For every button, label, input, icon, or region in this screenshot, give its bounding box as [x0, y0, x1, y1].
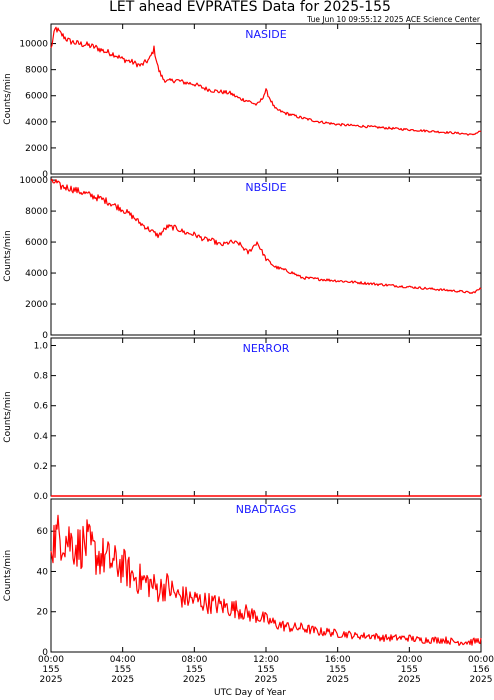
y-tick-label: 0	[42, 331, 48, 341]
y-tick-label: 4000	[25, 269, 48, 279]
y-tick-label: 1.0	[34, 342, 49, 352]
y-tick-label: 0.0	[34, 492, 49, 502]
y-tick-label: 20	[37, 608, 49, 618]
x-tick-label: 155	[329, 665, 346, 675]
x-tick-label: 155	[257, 665, 274, 675]
x-tick-label: 2025	[470, 675, 493, 685]
y-tick-label: 6000	[25, 238, 48, 248]
x-tick-label: 155	[114, 665, 131, 675]
y-tick-label: 0.2	[34, 462, 48, 472]
x-tick-label: 2025	[40, 675, 63, 685]
x-tick-label: 00:00	[468, 655, 494, 665]
y-tick-label: 8000	[25, 66, 48, 76]
y-tick-label: 2000	[25, 144, 48, 154]
y-tick-label: 0.4	[34, 432, 49, 442]
chart-title: LET ahead EVPRATES Data for 2025-155	[109, 0, 391, 15]
timestamp: Tue Jun 10 09:55:12 2025 ACE Science Cen…	[306, 15, 481, 24]
panels: 0 2000 4000 6000 8000 10000 Counts/min NASIDE 0 2…	[3, 23, 482, 658]
x-tick-label: 20:00	[396, 655, 422, 665]
x-tick-label: 04:00	[110, 655, 136, 665]
plot-frame	[50, 498, 482, 653]
panel-nbadtags: 0 20 40 60 Counts/min NBADTAGS	[3, 498, 482, 658]
y-tick-label: 6000	[25, 92, 48, 102]
x-tick-label: 156	[472, 665, 489, 675]
x-tick-label: 155	[186, 665, 203, 675]
series-label: NASIDE	[245, 28, 286, 41]
y-tick-label: 8000	[25, 207, 48, 217]
y-axis-label: Counts/min	[3, 550, 13, 601]
plot-frame	[50, 23, 482, 175]
x-tick-label: 155	[401, 665, 418, 675]
y-axis-label: Counts/min	[3, 230, 13, 281]
plot-frame	[50, 337, 482, 497]
y-tick-label: 0	[42, 648, 48, 658]
x-tick-label: 2025	[398, 675, 421, 685]
x-tick-label: 00:00	[38, 655, 64, 665]
series-label: NBSIDE	[245, 181, 286, 194]
x-tick-label: 155	[42, 665, 59, 675]
series-label: NERROR	[243, 342, 290, 355]
y-axis-label: Counts/min	[3, 73, 13, 124]
x-tick-label: 08:00	[181, 655, 207, 665]
series-line-naside	[50, 26, 482, 136]
x-tick-label: 2025	[183, 675, 206, 685]
series-label: NBADTAGS	[236, 503, 296, 516]
series-line-nbadtags	[50, 514, 482, 647]
x-tick-label: 12:00	[253, 655, 279, 665]
x-tick-label: 16:00	[325, 655, 351, 665]
x-tick-label: 2025	[111, 675, 134, 685]
x-tick-label: 2025	[255, 675, 278, 685]
y-axis-label: Counts/min	[3, 391, 13, 442]
y-tick-label: 10000	[19, 176, 48, 186]
plot-frame	[50, 176, 482, 336]
x-axis: 00:00155202504:00155202508:00155202512:0…	[38, 655, 494, 685]
panel-nbside: 0 2000 4000 6000 8000 10000 Counts/min NBSIDE	[3, 176, 482, 341]
y-tick-label: 40	[37, 567, 49, 577]
y-tick-label: 0.8	[34, 372, 49, 382]
y-tick-label: 0.6	[34, 402, 49, 412]
y-tick-label: 2000	[25, 300, 48, 310]
series-line-nbside	[50, 178, 482, 294]
y-tick-label: 60	[37, 527, 49, 537]
panel-nerror: 0.0 0.2 0.4 0.6 0.8 1.0 Counts/min NERROR	[3, 337, 482, 502]
x-tick-label: 2025	[326, 675, 349, 685]
y-tick-label: 10000	[19, 40, 48, 50]
x-axis-label: UTC Day of Year	[214, 688, 286, 698]
y-tick-label: 4000	[25, 118, 48, 128]
panel-naside: 0 2000 4000 6000 8000 10000 Counts/min NASIDE	[3, 23, 482, 180]
y-tick-label: 0	[42, 170, 48, 180]
